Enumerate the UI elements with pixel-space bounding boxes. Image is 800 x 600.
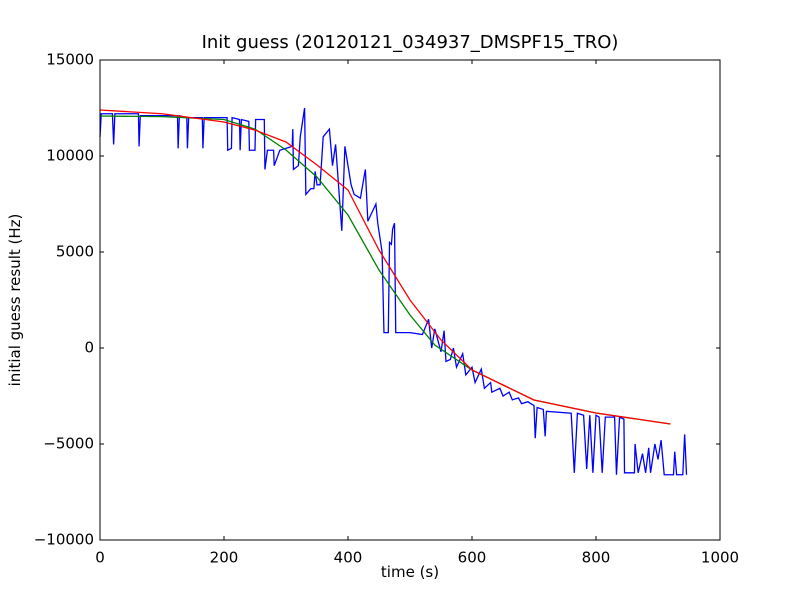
y-axis-label: initial guess result (Hz) bbox=[6, 214, 24, 387]
y-tick-label: −5000 bbox=[43, 435, 94, 453]
x-tick-label: 0 bbox=[95, 549, 105, 567]
data-line bbox=[99, 107, 688, 476]
chart-title: Init guess (20120121_034937_DMSPF15_TRO) bbox=[202, 32, 619, 53]
x-tick-label: 400 bbox=[334, 549, 363, 567]
y-tick-label: 0 bbox=[84, 339, 94, 357]
x-tick-label: 800 bbox=[582, 549, 611, 567]
y-tick-label: 10000 bbox=[46, 147, 94, 165]
x-tick-label: 200 bbox=[210, 549, 239, 567]
y-tick-label: −10000 bbox=[34, 531, 94, 549]
x-tick-label: 1000 bbox=[701, 549, 739, 567]
x-axis-label: time (s) bbox=[381, 563, 439, 581]
axes-frame bbox=[99, 59, 721, 541]
y-tick-label: 15000 bbox=[46, 51, 94, 69]
y-tick-label: 5000 bbox=[56, 243, 94, 261]
data-line bbox=[99, 109, 671, 425]
x-tick-label: 600 bbox=[458, 549, 487, 567]
